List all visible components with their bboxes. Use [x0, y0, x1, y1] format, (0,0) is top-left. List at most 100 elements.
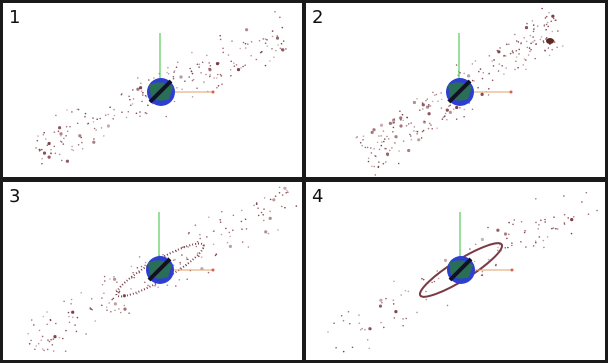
particle — [277, 44, 279, 46]
particle — [42, 151, 47, 155]
particle — [416, 130, 419, 133]
particle — [372, 128, 376, 132]
particle — [463, 115, 465, 118]
viewport-panel-2[interactable]: 2 — [306, 3, 605, 177]
particle — [421, 103, 425, 107]
particle — [85, 333, 87, 335]
viewport-panel-3[interactable]: 3 — [3, 182, 302, 360]
particle — [555, 227, 557, 230]
particle — [478, 70, 480, 73]
particle — [370, 147, 372, 149]
particle — [194, 224, 197, 226]
particle — [123, 307, 127, 311]
particle — [208, 216, 210, 218]
particle — [544, 17, 547, 19]
particle — [61, 159, 63, 162]
particle — [62, 337, 64, 340]
particle — [525, 246, 527, 248]
particle — [49, 318, 52, 321]
particle — [443, 258, 448, 262]
particle — [203, 81, 205, 83]
particle — [379, 123, 384, 127]
viewport-panel-4[interactable]: 4 — [306, 182, 605, 360]
particle — [508, 221, 510, 224]
particle — [422, 108, 424, 110]
particle — [198, 66, 200, 68]
particle — [517, 66, 519, 69]
particle — [426, 98, 429, 100]
viewport-panel-1[interactable]: 1 — [3, 3, 302, 177]
particle — [233, 62, 235, 64]
particle — [106, 124, 110, 128]
particle — [47, 155, 51, 159]
particle — [405, 317, 407, 320]
particle — [535, 43, 538, 45]
particle — [392, 303, 395, 305]
particle — [228, 231, 231, 234]
particle — [27, 332, 30, 335]
particle — [370, 152, 373, 154]
particle — [188, 232, 190, 234]
particle — [190, 70, 193, 73]
particle — [208, 62, 210, 64]
particle — [105, 306, 108, 308]
particle — [413, 126, 416, 128]
particle — [416, 311, 418, 314]
particle — [503, 73, 505, 75]
particle — [191, 51, 193, 54]
particle — [222, 51, 224, 54]
particle — [496, 49, 499, 52]
particle — [535, 221, 537, 224]
particle — [415, 130, 417, 133]
particle — [229, 69, 232, 71]
particle — [232, 229, 234, 232]
particle — [429, 105, 432, 107]
particle — [220, 75, 223, 77]
particle — [115, 289, 117, 291]
particle — [113, 276, 115, 278]
particle — [425, 105, 430, 109]
particle — [89, 307, 91, 309]
particle — [428, 104, 430, 106]
particle — [220, 233, 223, 236]
particle — [397, 162, 400, 165]
particle — [551, 227, 553, 230]
particle — [181, 246, 184, 249]
particle — [42, 133, 45, 136]
particle — [37, 342, 40, 345]
particle — [235, 64, 238, 66]
particle — [402, 318, 404, 320]
particle — [172, 77, 175, 80]
particle — [532, 41, 534, 43]
particle — [173, 71, 175, 73]
particle — [585, 191, 588, 194]
planet-icon — [147, 78, 175, 106]
particle — [392, 131, 394, 133]
particle — [255, 203, 258, 205]
particle — [41, 162, 43, 165]
particle — [69, 125, 71, 128]
particle — [385, 297, 387, 300]
particle — [227, 54, 230, 56]
particle — [136, 267, 139, 269]
particle — [55, 114, 57, 117]
particle — [378, 135, 380, 137]
particle — [379, 298, 383, 302]
particle — [145, 96, 148, 98]
particle — [463, 108, 466, 111]
particle — [121, 111, 123, 113]
particle — [532, 24, 535, 26]
particle — [550, 20, 552, 23]
particle — [522, 64, 524, 66]
particle — [480, 92, 484, 96]
particle — [103, 135, 105, 137]
particle — [196, 87, 198, 89]
particle — [407, 148, 411, 153]
particle — [65, 329, 67, 332]
particle — [58, 126, 62, 130]
particle — [358, 322, 361, 324]
particle — [552, 17, 555, 20]
particle — [45, 138, 47, 140]
particle — [136, 87, 140, 91]
